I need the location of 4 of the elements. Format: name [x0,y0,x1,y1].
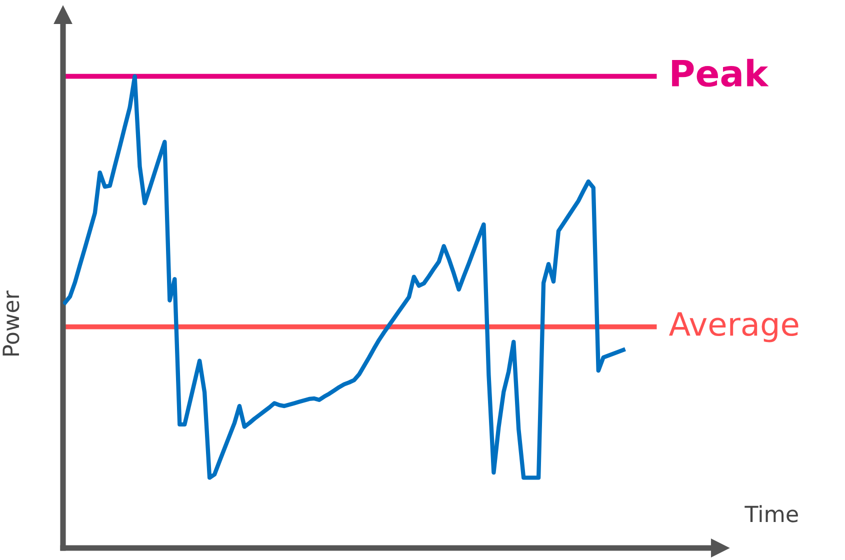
text: Time [744,505,798,522]
y-axis-title: Power [2,290,20,356]
ref-line-label: Average [669,312,798,342]
ref-line-label: Peak [672,58,769,87]
